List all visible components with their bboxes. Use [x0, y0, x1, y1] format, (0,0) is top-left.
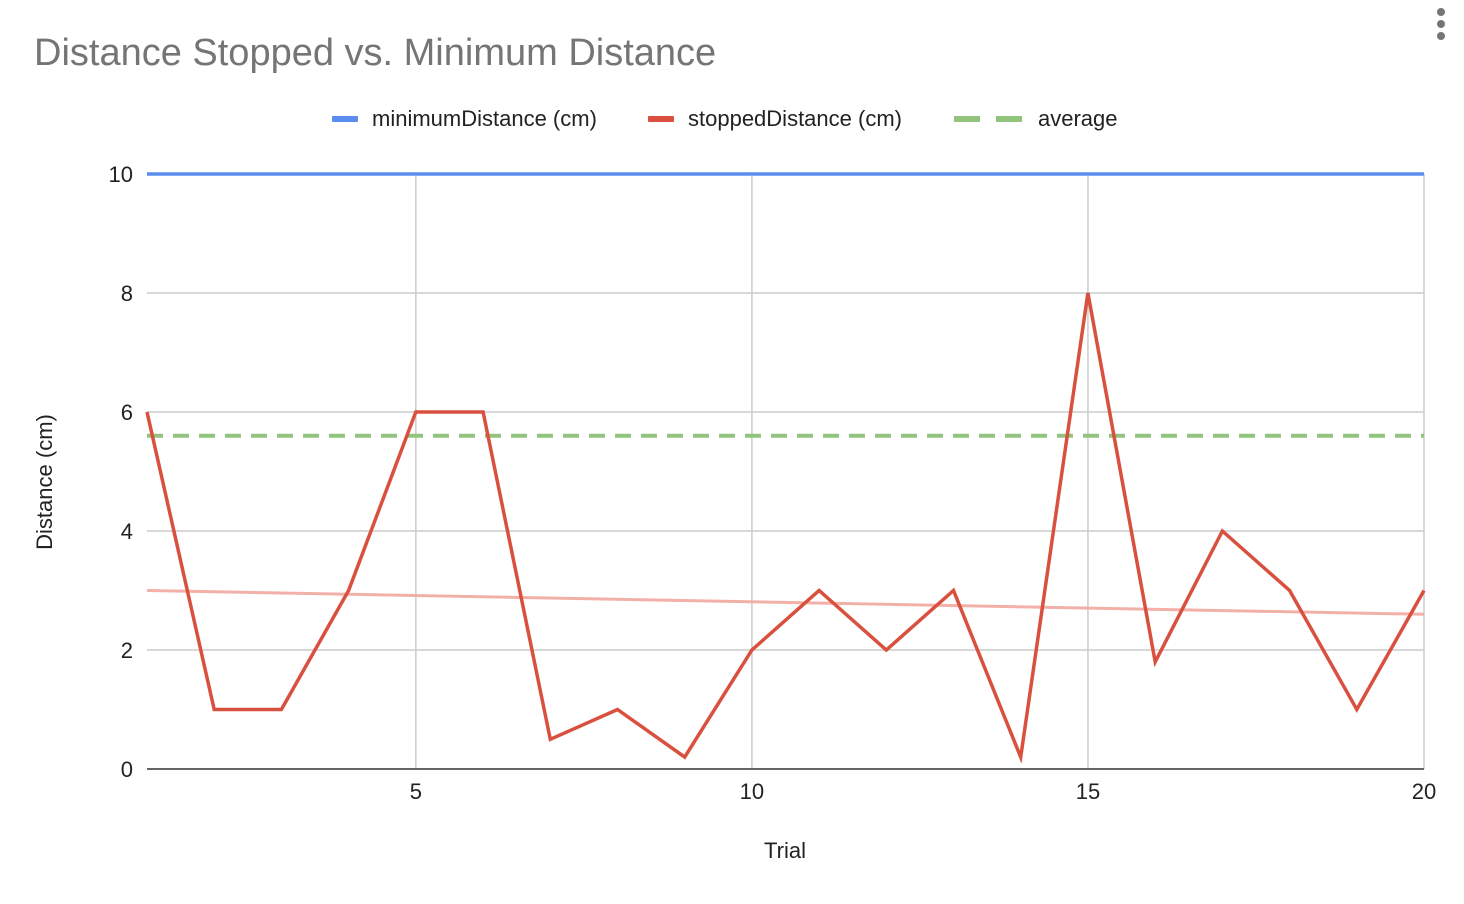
x-tick-label: 5	[410, 779, 422, 804]
axis-layer: 0 2 4 6 8 10 5 10 15 20	[109, 162, 1437, 804]
x-tick-label: 15	[1076, 779, 1100, 804]
legend-label-minimum-distance: minimumDistance (cm)	[372, 106, 597, 131]
y-axis-title: Distance (cm)	[32, 414, 57, 550]
y-tick-label: 6	[121, 400, 133, 425]
more-vert-icon	[1437, 8, 1445, 16]
legend-swatch-average	[954, 116, 1024, 122]
more-vert-icon-dot-2	[1437, 20, 1445, 28]
y-tick-label: 10	[109, 162, 133, 187]
y-tick-label: 0	[121, 757, 133, 782]
y-tick-label: 8	[121, 281, 133, 306]
legend-item-stopped-distance[interactable]: stoppedDistance (cm)	[648, 104, 902, 134]
trendline-stopped-distance	[146, 589, 1425, 616]
more-vert-icon-dot-3	[1437, 32, 1445, 40]
legend-item-minimum-distance[interactable]: minimumDistance (cm)	[332, 104, 597, 134]
x-axis-title: Trial	[764, 838, 806, 863]
legend-label-average: average	[1038, 106, 1118, 131]
legend-swatch-stopped-distance	[648, 116, 674, 122]
legend-item-average[interactable]: average	[954, 104, 1118, 134]
legend-swatch-minimum-distance	[332, 116, 358, 122]
chart-title: Distance Stopped vs. Minimum Distance	[34, 32, 717, 74]
y-tick-label: 4	[121, 519, 133, 544]
chart-menu-button[interactable]	[1428, 6, 1456, 42]
trendline-layer	[146, 589, 1425, 616]
series-layer	[145, 172, 1426, 764]
y-tick-label: 2	[121, 638, 133, 663]
grid-lines	[147, 173, 1425, 769]
x-tick-label: 20	[1412, 779, 1436, 804]
x-tick-label: 10	[740, 779, 764, 804]
chart-legend: minimumDistance (cm) stoppedDistance (cm…	[0, 104, 1464, 134]
series-line-stopped-distance	[145, 292, 1426, 764]
legend-label-stopped-distance: stoppedDistance (cm)	[688, 106, 902, 131]
